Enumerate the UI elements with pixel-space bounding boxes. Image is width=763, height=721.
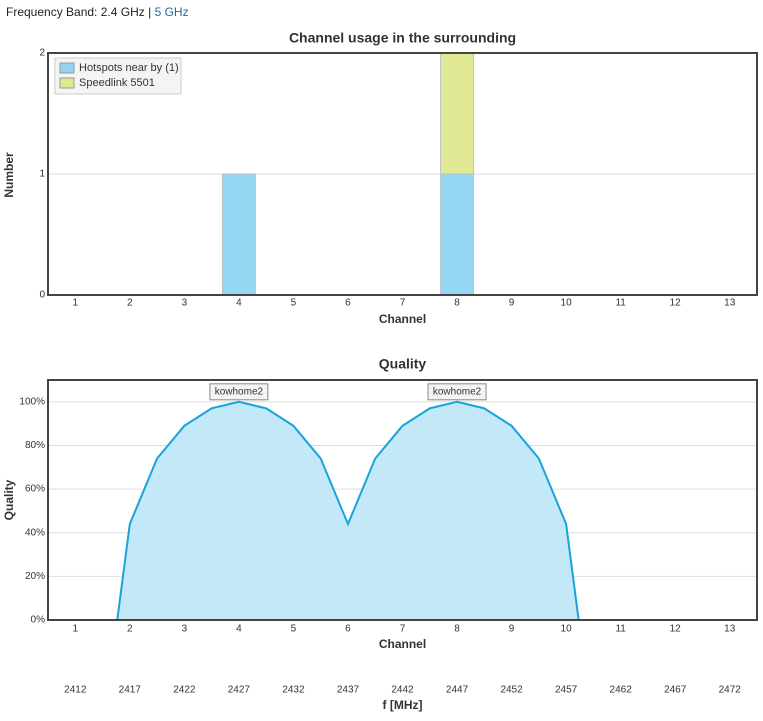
annotation-box [209,383,269,401]
x2-axis-label: f [MHz] [383,698,423,712]
x-tick-label: 2 [127,624,133,635]
x-tick-label: 9 [509,624,515,635]
annotation-box [427,383,487,401]
x-tick-label: 2 [127,298,133,309]
x2-tick-label: 2447 [446,685,469,696]
bar [221,173,256,296]
x-tick-label: 9 [509,298,515,309]
x-tick-label: 3 [182,298,188,309]
x-tick-label: 11 [615,624,626,635]
x-tick-label: 10 [561,624,573,635]
x-tick-label: 4 [236,624,242,635]
y-tick-label: 0 [39,290,45,301]
x-axis-label: Channel [379,312,426,326]
x2-tick-label: 2452 [500,685,523,696]
area-fill [117,401,579,620]
chart-title: Channel usage in the surrounding [289,30,516,46]
y-tick-label: 2 [39,48,45,59]
x2-tick-label: 2462 [610,685,633,696]
area-line [116,400,580,621]
x-tick-label: 8 [454,298,460,309]
band-label: Frequency Band: [6,5,98,19]
annotation: kowhome2 [433,386,482,397]
annotation: kowhome2 [215,386,264,397]
x-tick-label: 7 [400,624,406,635]
x2-tick-label: 2422 [173,685,196,696]
band-option[interactable]: 2.4 GHz [100,5,145,19]
x-tick-label: 8 [454,624,460,635]
x-tick-label: 12 [670,298,682,309]
legend-swatch [59,77,75,89]
x-tick-label: 13 [724,298,736,309]
x-tick-label: 5 [291,624,297,635]
y-axis-label: Number [2,152,16,198]
x-tick-label: 10 [561,298,573,309]
x-tick-label: 6 [345,624,351,635]
x-tick-label: 5 [291,298,297,309]
x2-tick-label: 2472 [719,685,742,696]
x2-tick-label: 2457 [555,685,578,696]
x2-tick-label: 2412 [64,685,87,696]
x-tick-label: 3 [182,624,188,635]
y-axis-label: Quality [2,479,16,520]
chart-title: Quality [379,356,427,372]
x2-tick-label: 2437 [337,685,360,696]
x2-tick-label: 2442 [391,685,414,696]
x2-tick-label: 2467 [664,685,687,696]
y-tick-label: 0% [31,615,46,626]
x-tick-label: 7 [400,298,406,309]
x-tick-label: 4 [236,298,242,309]
legend-box [54,57,182,95]
frequency-band-selector: Frequency Band: 2.4 GHz | 5 GHz [6,5,189,19]
legend-label: Speedlink 5501 [79,77,155,89]
y-tick-label: 1 [39,169,45,180]
x2-tick-label: 2432 [282,685,305,696]
band-option-link[interactable]: 5 GHz [154,5,189,19]
bar [440,173,475,296]
y-tick-label: 60% [25,484,45,495]
x2-tick-label: 2427 [228,685,251,696]
plot-frame [47,379,758,621]
separator: | [148,5,152,19]
plot-frame [47,52,758,296]
x-tick-label: 13 [724,624,736,635]
legend-swatch [59,62,75,74]
x-tick-label: 12 [670,624,682,635]
y-tick-label: 100% [19,396,45,407]
y-tick-label: 80% [25,440,45,451]
legend-label: Hotspots near by (1) [79,62,179,74]
x-axis-label: Channel [379,637,426,651]
x-tick-label: 6 [345,298,351,309]
bar [440,52,475,175]
x-tick-label: 1 [72,298,78,309]
y-tick-label: 20% [25,571,45,582]
x-tick-label: 11 [615,298,626,309]
x2-tick-label: 2417 [119,685,142,696]
y-tick-label: 40% [25,527,45,538]
x-tick-label: 1 [72,624,78,635]
